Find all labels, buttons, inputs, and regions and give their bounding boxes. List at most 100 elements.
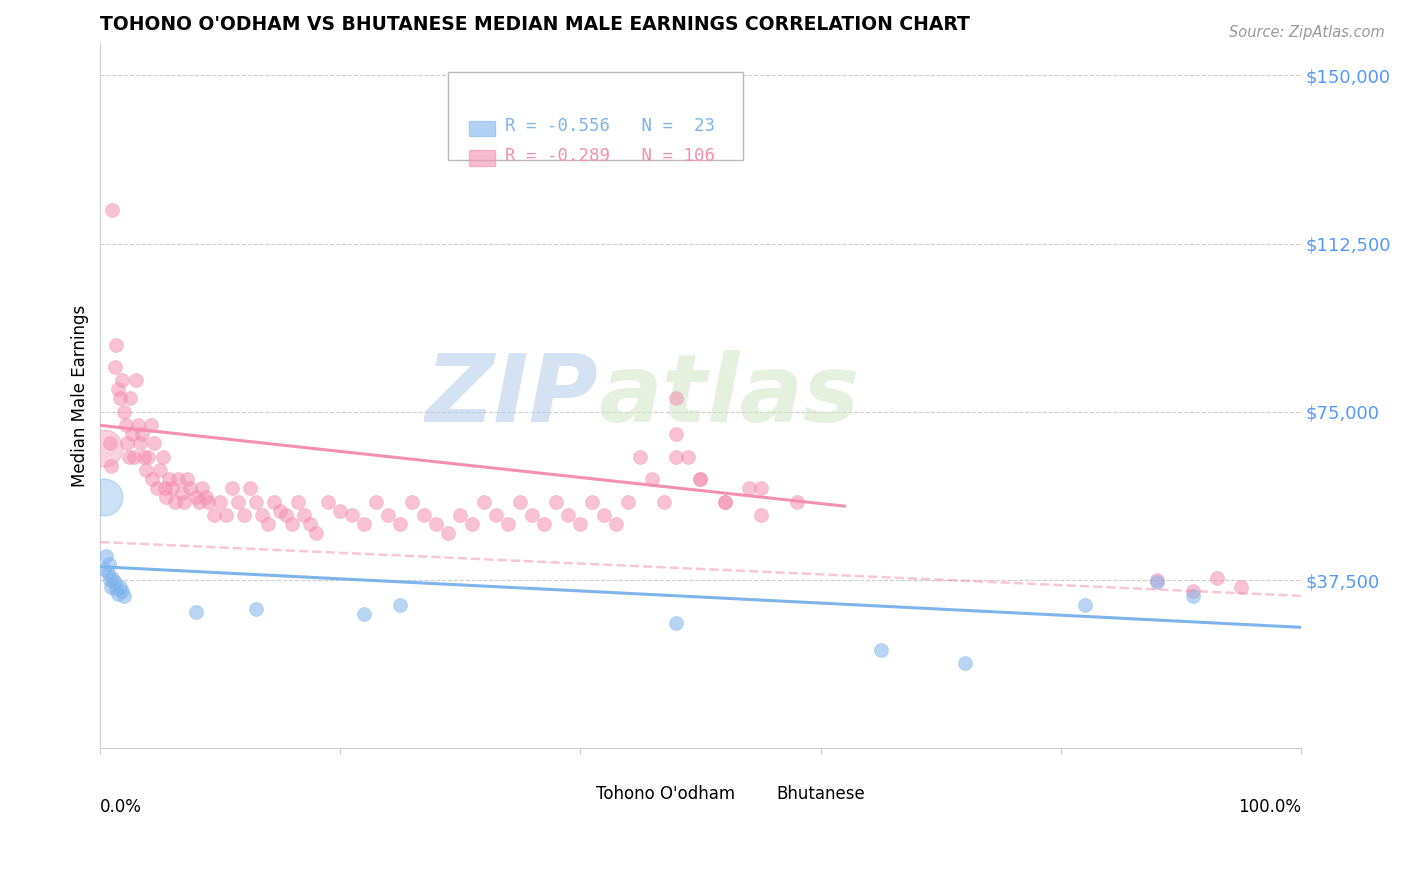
Point	[104, 337, 127, 351]
Point	[245, 494, 267, 508]
Point	[132, 450, 155, 464]
Point	[449, 508, 471, 522]
Point	[191, 481, 214, 495]
Point	[1181, 589, 1204, 603]
Point	[152, 450, 174, 464]
Point	[100, 580, 122, 594]
Point	[665, 427, 688, 442]
Point	[557, 508, 579, 522]
Point	[305, 526, 328, 541]
Text: atlas: atlas	[599, 351, 859, 442]
Point	[263, 494, 285, 508]
Point	[546, 494, 568, 508]
Point	[153, 481, 176, 495]
Point	[474, 494, 496, 508]
Bar	[562, 788, 589, 803]
Point	[108, 392, 131, 406]
Point	[713, 494, 735, 508]
Point	[107, 383, 129, 397]
Point	[641, 472, 664, 486]
Point	[1146, 573, 1168, 587]
Point	[120, 392, 142, 406]
Point	[485, 508, 508, 522]
Point	[97, 558, 120, 572]
Text: ZIP: ZIP	[426, 351, 599, 442]
Point	[111, 584, 134, 599]
Point	[121, 427, 143, 442]
Point	[167, 472, 190, 486]
Point	[689, 472, 711, 486]
Point	[98, 436, 121, 450]
Point	[93, 490, 115, 504]
Text: Source: ZipAtlas.com: Source: ZipAtlas.com	[1229, 25, 1385, 40]
Point	[139, 418, 162, 433]
Point	[299, 517, 322, 532]
Point	[96, 549, 118, 563]
Point	[100, 458, 122, 473]
Point	[665, 392, 688, 406]
Point	[118, 450, 141, 464]
Point	[170, 485, 193, 500]
Point	[533, 517, 555, 532]
Point	[104, 575, 127, 590]
Point	[257, 517, 280, 532]
Point	[202, 508, 225, 522]
Point	[221, 481, 243, 495]
Point	[498, 517, 520, 532]
Point	[187, 494, 209, 508]
Point	[654, 494, 676, 508]
Point	[129, 436, 152, 450]
Point	[630, 450, 652, 464]
Point	[145, 481, 167, 495]
Point	[329, 503, 352, 517]
Point	[179, 481, 201, 495]
Point	[437, 526, 460, 541]
Point	[108, 580, 131, 594]
Point	[461, 517, 484, 532]
Point	[377, 508, 399, 522]
Point	[678, 450, 700, 464]
Point	[98, 573, 121, 587]
Text: R = -0.289   N = 106: R = -0.289 N = 106	[505, 147, 714, 165]
Point	[353, 517, 375, 532]
Point	[749, 481, 772, 495]
Point	[143, 436, 166, 450]
Text: R = -0.556   N =  23: R = -0.556 N = 23	[505, 118, 714, 136]
Point	[1229, 580, 1251, 594]
Point	[665, 450, 688, 464]
Point	[115, 436, 138, 450]
Point	[163, 494, 186, 508]
Point	[389, 517, 412, 532]
Point	[287, 494, 309, 508]
Point	[342, 508, 364, 522]
Point	[269, 503, 291, 517]
Point	[186, 605, 208, 619]
Point	[104, 582, 127, 596]
Point	[569, 517, 592, 532]
Point	[593, 508, 616, 522]
Point	[93, 441, 115, 455]
Point	[413, 508, 436, 522]
Point	[112, 589, 135, 603]
Y-axis label: Median Male Earnings: Median Male Earnings	[72, 305, 89, 487]
Point	[138, 450, 160, 464]
Text: 0.0%: 0.0%	[100, 797, 142, 816]
Point	[162, 481, 184, 495]
Point	[155, 490, 177, 504]
Point	[1073, 598, 1095, 612]
Text: Bhutanese: Bhutanese	[776, 785, 865, 803]
Point	[197, 494, 219, 508]
Point	[111, 374, 134, 388]
Point	[149, 463, 172, 477]
Point	[294, 508, 316, 522]
Point	[114, 418, 136, 433]
Point	[276, 508, 298, 522]
Point	[157, 472, 180, 486]
Point	[389, 598, 412, 612]
Point	[228, 494, 250, 508]
Point	[1146, 575, 1168, 590]
Text: 100.0%: 100.0%	[1237, 797, 1301, 816]
Point	[318, 494, 340, 508]
Point	[281, 517, 304, 532]
Bar	[742, 788, 769, 803]
